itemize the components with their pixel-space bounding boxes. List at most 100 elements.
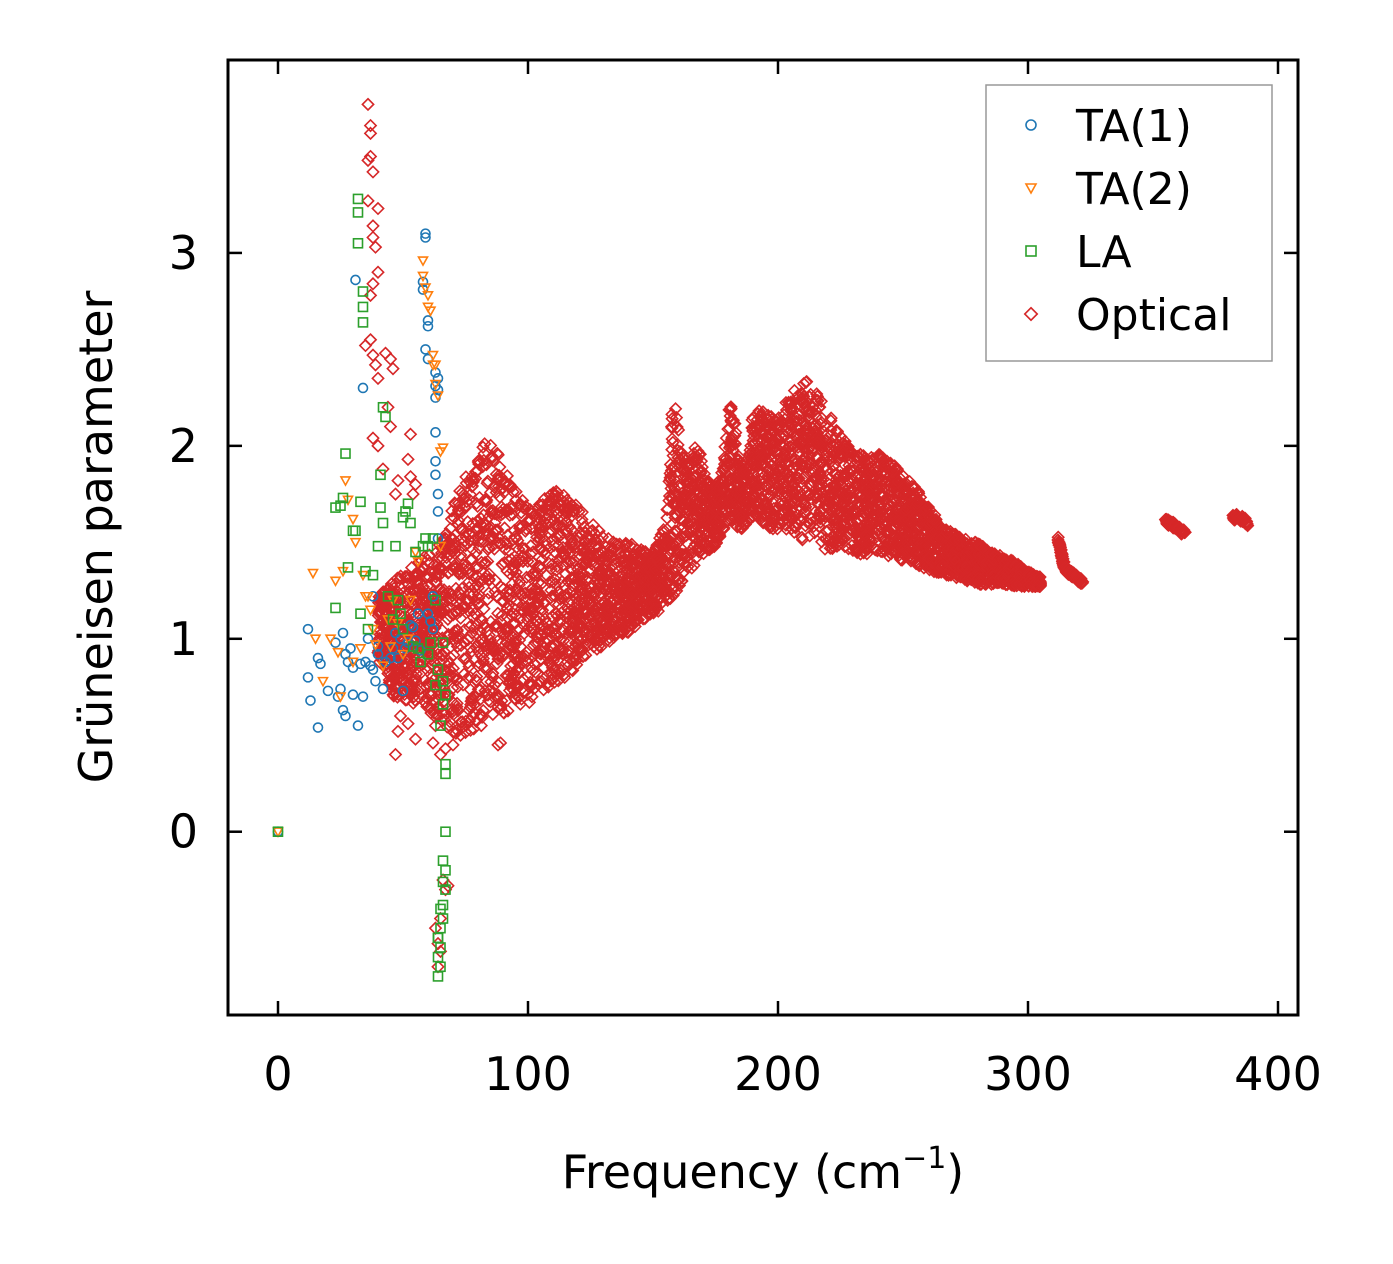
data-point (871, 522, 886, 536)
data-point (610, 606, 624, 620)
data-point (569, 498, 583, 512)
data-point (525, 602, 539, 616)
data-point (584, 554, 598, 568)
data-point (498, 621, 512, 636)
data-point (477, 602, 491, 616)
data-point (572, 618, 586, 632)
data-point (771, 484, 785, 498)
data-point (788, 430, 803, 444)
data-point (534, 577, 549, 591)
data-point (464, 697, 478, 712)
data-point (486, 685, 501, 700)
data-point (583, 537, 598, 551)
data-point (378, 346, 393, 361)
data-point (872, 487, 886, 502)
data-point (785, 401, 799, 415)
data-point (446, 670, 460, 685)
data-point (797, 470, 811, 485)
data-point (574, 566, 589, 581)
data-point (388, 666, 403, 681)
data-point (533, 622, 548, 637)
data-point (373, 627, 387, 642)
data-point (877, 458, 892, 472)
data-point (389, 576, 403, 591)
data-point (453, 611, 468, 625)
data-point (985, 575, 999, 589)
data-point (563, 554, 577, 569)
data-point (450, 696, 464, 711)
data-point (718, 440, 732, 454)
data-point (576, 649, 591, 664)
data-point (483, 695, 498, 709)
data-point (401, 452, 415, 467)
data-point (509, 531, 523, 545)
data-point (385, 627, 400, 642)
data-point (671, 423, 686, 437)
data-point (798, 518, 813, 533)
data-point (912, 558, 927, 572)
data-point (748, 459, 763, 473)
data-point (762, 505, 776, 519)
data-point (361, 97, 375, 112)
data-point (482, 567, 496, 581)
data-point (964, 546, 978, 560)
data-point (501, 598, 516, 612)
data-point (454, 548, 468, 562)
data-point (435, 648, 449, 663)
data-point (609, 537, 624, 551)
data-point (534, 629, 548, 643)
data-point (534, 590, 549, 605)
data-point (512, 653, 527, 668)
data-point (475, 710, 489, 725)
data-point (547, 588, 562, 603)
data-point (777, 449, 792, 463)
data-point (502, 675, 517, 689)
data-point (811, 452, 825, 466)
data-point (996, 571, 1011, 586)
data-point (851, 488, 865, 503)
data-point (828, 437, 843, 452)
series-optical (358, 97, 1255, 974)
data-point (840, 487, 855, 502)
data-point (625, 587, 639, 601)
data-point (829, 431, 843, 446)
data-point (976, 539, 990, 554)
data-point (899, 503, 913, 517)
data-point (577, 544, 591, 559)
data-point (473, 657, 487, 671)
data-point (865, 465, 879, 479)
data-point (838, 518, 852, 533)
data-point (868, 462, 883, 477)
data-point (536, 682, 551, 697)
data-point (366, 277, 380, 291)
data-point (524, 504, 539, 518)
data-point (732, 449, 746, 464)
data-point (783, 470, 798, 485)
data-point (1238, 511, 1252, 526)
data-point (628, 619, 642, 634)
data-point (481, 688, 495, 702)
data-point (882, 523, 896, 538)
data-point (758, 436, 773, 451)
data-point (958, 532, 973, 547)
data-point (466, 472, 480, 486)
data-point (883, 511, 898, 525)
data-point (472, 457, 486, 471)
data-point (587, 526, 602, 541)
data-point (366, 219, 380, 233)
data-point (630, 613, 645, 628)
data-point (728, 425, 743, 440)
data-point (363, 149, 378, 164)
data-point (672, 555, 686, 570)
data-point (437, 644, 451, 659)
data-point (490, 589, 504, 603)
data-point (500, 625, 515, 640)
data-point (647, 585, 661, 600)
data-point (499, 537, 514, 551)
data-point (985, 566, 999, 581)
data-point (363, 126, 378, 141)
data-point (898, 524, 913, 539)
data-point (422, 630, 437, 645)
data-point (497, 485, 511, 500)
data-point (784, 419, 798, 433)
